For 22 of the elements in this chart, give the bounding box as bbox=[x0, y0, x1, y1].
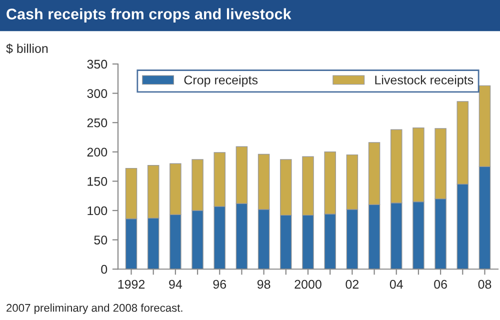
x-tick-label: 98 bbox=[257, 280, 270, 289]
y-axis-title: $ billion bbox=[6, 44, 48, 54]
x-tick-label: 2000 bbox=[294, 280, 322, 289]
y-tick-label: 350 bbox=[87, 60, 108, 69]
y-tick-label: 50 bbox=[94, 236, 108, 244]
y-tick-label: 250 bbox=[87, 118, 108, 128]
chart-title: Cash receipts from crops and livestock bbox=[6, 8, 292, 22]
y-tick-label: 100 bbox=[88, 206, 108, 216]
legend-label: Livestock receipts bbox=[375, 75, 474, 87]
x-tick-label: 02 bbox=[346, 280, 359, 289]
x-tick-label: 1992 bbox=[118, 280, 145, 289]
text: 2007 preliminary and 2008 forecast. bbox=[6, 304, 182, 314]
x-tick-label: 96 bbox=[213, 280, 226, 289]
x-tick-label: 94 bbox=[169, 280, 182, 289]
legend-label: Crop receipts bbox=[184, 75, 258, 87]
x-tick-label: 04 bbox=[390, 280, 403, 289]
y-tick-label: 150 bbox=[88, 177, 108, 186]
y-tick-label: 300 bbox=[87, 89, 108, 98]
x-tick-label: 08 bbox=[478, 280, 492, 289]
y-tick-label: 200 bbox=[87, 148, 108, 157]
x-tick-label: 06 bbox=[434, 280, 447, 289]
y-tick-label: 0 bbox=[101, 264, 108, 274]
